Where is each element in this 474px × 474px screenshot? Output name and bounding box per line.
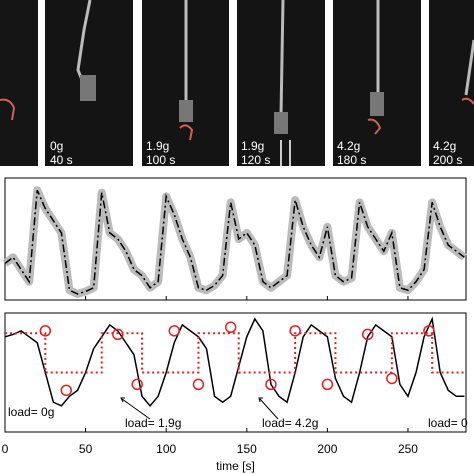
photo-weight: 1.9g: [241, 139, 264, 153]
marker: [224, 321, 237, 334]
x-tick-label: 250: [398, 442, 418, 456]
photo-weight: 4.2g: [337, 139, 360, 153]
marker: [265, 378, 277, 391]
x-tick-label: 200: [317, 442, 337, 456]
string: [464, 39, 474, 96]
x-axis-label: time [s]: [216, 459, 255, 473]
photo-time: 100 s: [146, 153, 175, 167]
series-line: [5, 332, 466, 374]
marker: [60, 384, 73, 397]
wire: [179, 124, 194, 141]
marker: [361, 328, 374, 341]
plot-frame: [4, 177, 467, 301]
marker: [423, 325, 435, 337]
annotation: load= 0: [428, 416, 468, 430]
marker: [386, 372, 398, 385]
marker: [289, 325, 301, 337]
string: [279, 0, 285, 116]
photo-strip: 0g 40 s 1.9g 100 s 1.9g 120 s 4.2g 180 s…: [0, 0, 474, 167]
photo-weight: 0g: [50, 139, 63, 153]
x-tick-label: 100: [156, 442, 176, 456]
annotation: load= 1.9g: [125, 416, 181, 430]
annotation: load= 4.2g: [262, 416, 318, 430]
marker: [192, 378, 205, 391]
x-tick-label: 50: [79, 442, 93, 456]
gripper: [179, 100, 193, 122]
photo-weight: 4.2g: [433, 139, 456, 153]
x-tick-label: 0: [2, 442, 9, 456]
marker: [131, 378, 143, 391]
series-line: [4, 189, 465, 295]
gripper: [274, 112, 288, 134]
wire: [0, 98, 16, 121]
photo-time: 180 s: [337, 153, 366, 167]
photo: [0, 0, 38, 166]
variance-band: [2, 186, 467, 298]
wire: [461, 97, 474, 105]
gripper: [370, 92, 384, 116]
series-line: [4, 316, 465, 407]
plot-frame: [4, 312, 467, 433]
marker: [112, 328, 124, 341]
arrow: [120, 397, 151, 420]
gripper: [80, 75, 96, 101]
arrow: [258, 397, 279, 420]
hook: [280, 140, 291, 166]
photo-time: 200 s: [433, 153, 462, 167]
photo-weight: 1.9g: [146, 139, 169, 153]
marker: [321, 378, 334, 391]
marker: [39, 325, 52, 337]
x-tick-label: 150: [237, 442, 257, 456]
annotation: load= 0g: [8, 405, 54, 419]
photo-time: 120 s: [241, 153, 270, 167]
photo-time: 40 s: [50, 153, 73, 167]
wire: [367, 118, 382, 135]
marker: [168, 325, 180, 337]
